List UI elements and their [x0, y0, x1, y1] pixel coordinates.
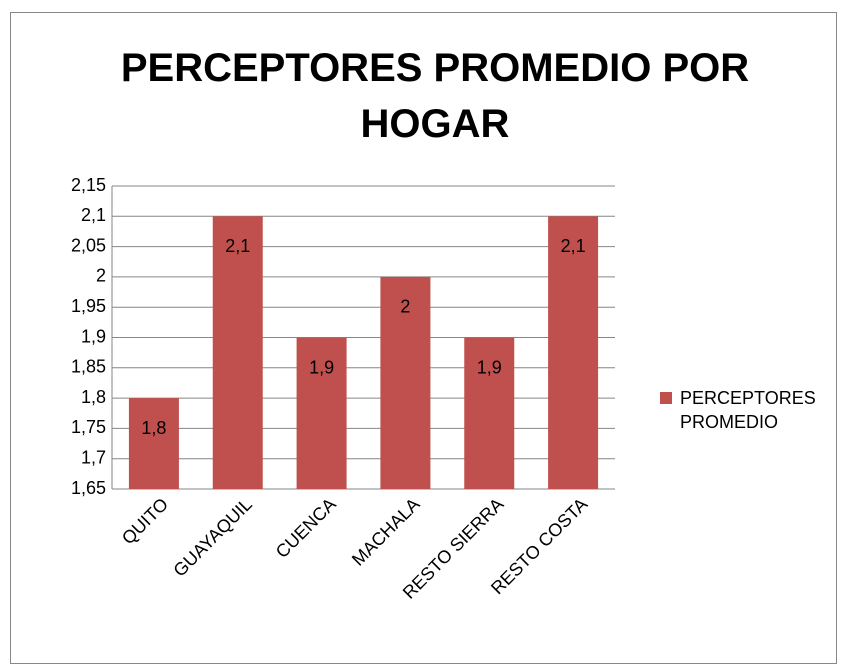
value-label: 1,9	[309, 357, 334, 377]
bar	[464, 337, 515, 489]
value-label: 1,8	[141, 418, 166, 438]
y-tick-label: 2,05	[71, 235, 106, 255]
legend-key	[660, 392, 672, 404]
y-tick-label: 1,9	[81, 326, 106, 346]
bar	[380, 276, 431, 489]
chart-title: PERCEPTORES PROMEDIO POR HOGAR	[120, 46, 750, 146]
x-tick-label: MACHALA	[348, 494, 424, 570]
x-tick-label: CUENCA	[272, 494, 340, 562]
y-tick-label: 2,1	[81, 205, 106, 225]
bar	[296, 337, 347, 489]
value-label: 2,1	[225, 236, 250, 256]
y-tick-label: 1,7	[81, 447, 106, 467]
x-tick-label: GUAYAQUIL	[169, 494, 256, 581]
y-tick-label: 1,65	[71, 478, 106, 498]
legend-label: PERCEPTORES PROMEDIO	[680, 388, 816, 432]
bar	[212, 216, 263, 490]
bar	[548, 216, 599, 490]
y-tick-label: 1,85	[71, 357, 106, 377]
y-tick-label: 2,15	[71, 175, 106, 195]
bar	[128, 398, 179, 489]
value-label: 2,1	[561, 236, 586, 256]
y-tick-label: 1,75	[71, 417, 106, 437]
value-label: 2	[400, 297, 410, 317]
value-label: 1,9	[477, 357, 502, 377]
y-tick-label: 1,95	[71, 296, 106, 316]
y-tick-label: 2	[96, 266, 106, 286]
y-tick-label: 1,8	[81, 387, 106, 407]
x-tick-label: QUITO	[118, 494, 172, 548]
